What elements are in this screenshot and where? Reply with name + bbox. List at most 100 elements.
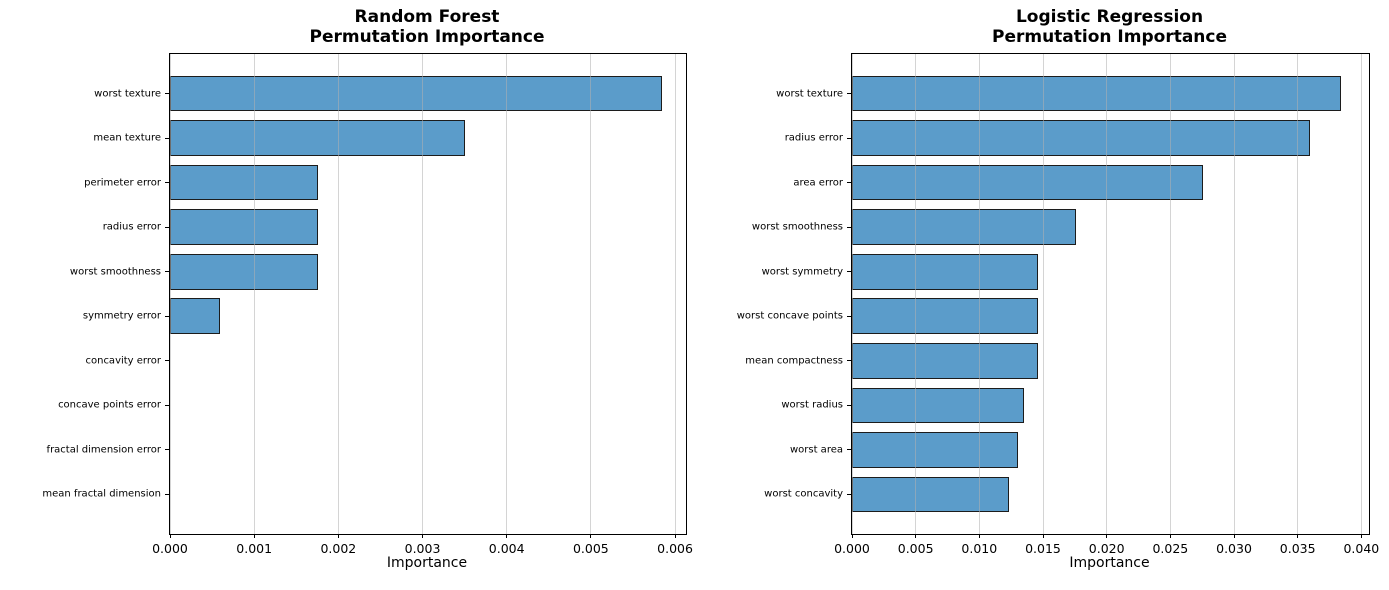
y-tick-label: concave points error — [58, 399, 161, 411]
y-axis-tick — [847, 182, 851, 184]
x-tick-label: 0.006 — [657, 541, 693, 556]
importance-bar — [852, 253, 1038, 290]
y-tick-label: radius error — [102, 221, 161, 233]
x-axis-tick — [1169, 534, 1171, 538]
chart-title: Random Forest Permutation Importance — [309, 7, 545, 47]
gridline — [1360, 54, 1362, 534]
y-tick-label: area error — [793, 177, 843, 189]
y-axis-tick — [847, 315, 851, 317]
gridline — [1233, 54, 1235, 534]
y-axis-tick — [847, 271, 851, 273]
x-axis-tick — [506, 534, 508, 538]
y-tick-label: mean texture — [93, 132, 161, 144]
importance-bar — [170, 164, 319, 201]
gridline — [674, 54, 676, 534]
gridline — [1106, 54, 1108, 534]
y-tick-label: concavity error — [85, 355, 161, 367]
gridline — [506, 54, 508, 534]
y-axis-tick — [165, 226, 169, 228]
gridline — [1042, 54, 1044, 534]
importance-bar — [852, 476, 1009, 513]
x-axis-tick — [851, 534, 853, 538]
gridline — [915, 54, 917, 534]
y-axis-tick — [847, 137, 851, 139]
y-tick-label: mean fractal dimension — [42, 488, 161, 500]
x-tick-label: 0.005 — [897, 541, 934, 556]
x-axis-label: Importance — [386, 555, 468, 571]
importance-bar — [852, 298, 1038, 335]
importance-bar — [852, 75, 1341, 112]
y-axis-tick — [165, 93, 169, 95]
x-axis-tick — [337, 534, 339, 538]
gridline — [851, 54, 853, 534]
y-tick-label: worst concave points — [736, 310, 843, 322]
importance-bar — [852, 432, 1018, 468]
x-tick-label: 0.002 — [320, 541, 357, 556]
y-axis-tick — [165, 493, 169, 495]
y-axis-tick — [165, 315, 169, 317]
x-tick-label: 0.015 — [1025, 541, 1061, 556]
y-axis-tick — [847, 226, 851, 228]
gridline — [978, 54, 980, 534]
y-tick-label: symmetry error — [82, 310, 161, 322]
x-axis-tick — [1233, 534, 1235, 538]
x-tick-label: 0.025 — [1152, 541, 1189, 556]
plot-area: 0.000 0.005 0.010 0.015 0.020 0.025 0.030 0.035… — [737, 53, 1379, 556]
importance-bar — [852, 209, 1077, 245]
x-axis-tick — [978, 534, 980, 538]
x-tick-label: 0.020 — [1088, 541, 1125, 556]
y-tick-label: worst texture — [776, 88, 843, 100]
gridline — [422, 54, 424, 534]
gridline — [337, 54, 339, 534]
x-tick-label: 0.000 — [834, 541, 870, 556]
y-tick-label: perimeter error — [84, 177, 161, 189]
x-tick-label: 0.001 — [236, 541, 273, 556]
x-axis-tick — [1297, 534, 1299, 538]
importance-bar — [852, 342, 1038, 379]
y-tick-label: worst radius — [781, 399, 843, 411]
importance-bar — [170, 120, 466, 156]
x-axis-label: Importance — [1069, 555, 1150, 571]
x-axis-tick — [1106, 534, 1108, 538]
importance-bar — [852, 387, 1024, 424]
gridline — [1169, 54, 1171, 534]
gridline — [1297, 54, 1299, 534]
y-axis-tick — [847, 449, 851, 451]
chart-title: Logistic Regression Permutation Importan… — [991, 7, 1228, 47]
y-axis-tick — [847, 93, 851, 95]
y-tick-label: radius error — [784, 132, 843, 144]
x-axis-tick — [590, 534, 592, 538]
x-tick-label: 0.040 — [1343, 541, 1380, 556]
importance-bar — [170, 298, 220, 335]
importance-bar — [170, 75, 663, 112]
x-tick-label: 0.010 — [961, 541, 998, 556]
gridline — [590, 54, 592, 534]
x-axis-tick — [169, 534, 171, 538]
x-axis-tick — [1360, 534, 1362, 538]
y-tick-label: worst texture — [94, 88, 161, 100]
y-tick-label: worst symmetry — [761, 266, 843, 278]
x-tick-label: 0.000 — [152, 541, 188, 556]
x-axis-tick — [253, 534, 255, 538]
y-axis-tick — [847, 404, 851, 406]
y-axis-tick — [847, 360, 851, 362]
x-axis-tick — [1042, 534, 1044, 538]
importance-bar — [170, 253, 319, 290]
y-axis-tick — [165, 360, 169, 362]
importance-bar — [852, 164, 1204, 201]
y-axis-tick — [165, 182, 169, 184]
importance-bar — [170, 209, 319, 245]
x-tick-label: 0.005 — [572, 541, 609, 556]
x-tick-label: 0.035 — [1279, 541, 1316, 556]
y-tick-label: worst concavity — [764, 488, 843, 500]
plot-area: 0.000 0.001 0.002 0.003 0.004 0.005 0.006 worst… — [42, 53, 693, 556]
gridline — [169, 54, 171, 534]
y-tick-label: worst smoothness — [69, 266, 161, 278]
y-axis-tick — [847, 493, 851, 495]
y-tick-label: mean compactness — [745, 355, 843, 367]
x-axis-tick — [422, 534, 424, 538]
y-axis-tick — [165, 449, 169, 451]
y-tick-label: fractal dimension error — [46, 444, 161, 456]
y-tick-label: worst area — [789, 444, 843, 456]
